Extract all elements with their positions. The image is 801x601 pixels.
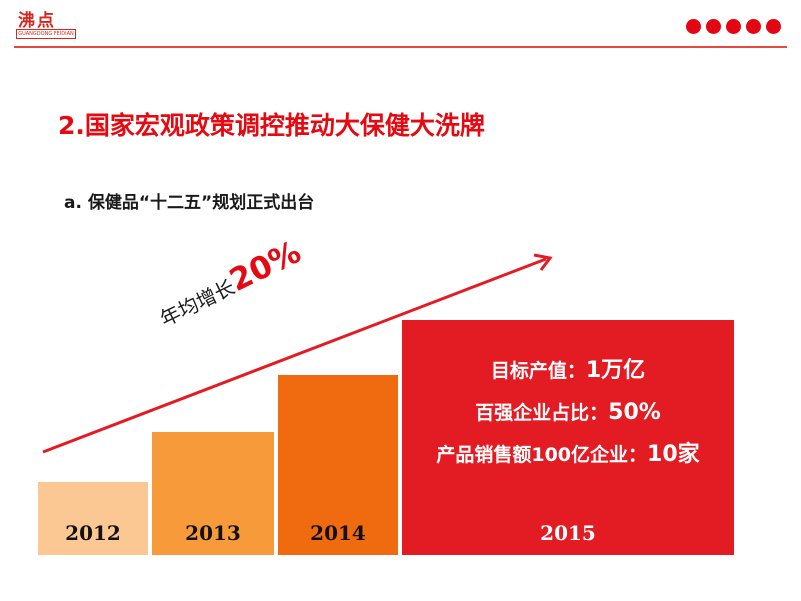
bar-year-label: 2013 (185, 521, 241, 545)
logo-tagline: GUANGDONG FEIDIAN (16, 29, 76, 39)
target-item: 目标产值：1万亿 (402, 360, 734, 382)
target-item: 产品销售额100亿企业：10家 (402, 444, 734, 466)
header-dot (686, 19, 701, 34)
target-value: 50% (608, 400, 661, 425)
bar-year-label: 2015 (540, 521, 596, 545)
target-label: 百强企业占比： (475, 402, 609, 424)
brand-logo: 沸点 GUANGDONG FEIDIAN (14, 6, 76, 42)
target-label: 目标产值： (490, 360, 586, 382)
header-divider (14, 46, 787, 48)
header-dot (726, 19, 741, 34)
target-value: 1万亿 (585, 358, 646, 383)
target-item: 百强企业占比：50% (402, 402, 734, 424)
header-dot (706, 19, 721, 34)
bar-2014: 2014 (278, 375, 398, 555)
target-label: 产品销售额100亿企业： (436, 444, 648, 466)
header-dots (686, 19, 781, 34)
target-value: 10家 (647, 442, 700, 467)
bar-year-label: 2012 (65, 521, 121, 545)
target-list: 目标产值：1万亿 百强企业占比：50% 产品销售额100亿企业：10家 (402, 360, 734, 486)
logo-name: 沸点 (18, 11, 56, 31)
header-dot (766, 19, 781, 34)
slide-subtitle: a. 保健品“十二五”规划正式出台 (64, 193, 315, 213)
header-dot (746, 19, 761, 34)
bar-2013: 2013 (152, 432, 274, 555)
bar-2012: 2012 (38, 482, 148, 555)
growth-arrow-line (42, 257, 547, 454)
arrow-head-icon (533, 253, 553, 271)
bar-2015: 目标产值：1万亿 百强企业占比：50% 产品销售额100亿企业：10家 2015 (402, 320, 734, 555)
slide-title: 2.国家宏观政策调控推动大保健大洗牌 (58, 111, 485, 140)
bar-year-label: 2014 (310, 521, 366, 545)
